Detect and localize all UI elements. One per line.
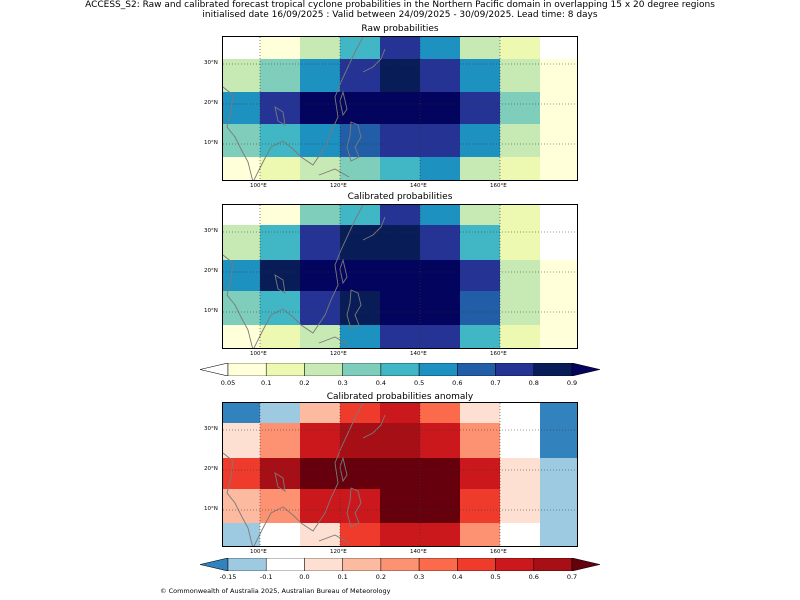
anomaly-colorbar-swatch <box>342 558 382 571</box>
calibrated-probabilities-map <box>222 204 578 349</box>
probability-colorbar-tick-label: 0.9 <box>566 379 578 387</box>
anomaly-colorbar-over-triangle <box>571 558 600 571</box>
raw-lon-label-140e: 140°E <box>410 183 427 189</box>
probability-colorbar-tick-label: 0.2 <box>299 379 310 387</box>
probability-colorbar-swatch <box>495 363 535 376</box>
raw-panel-title: Raw probabilities <box>361 24 439 34</box>
calibrated-lon-label-140e: 140°E <box>410 351 427 357</box>
probability-colorbar-swatch <box>533 363 573 376</box>
calibrated-grid-cells <box>223 205 577 348</box>
anomaly-gridlines <box>223 403 577 546</box>
anomaly-lat-label-30n: 30°N <box>204 426 218 432</box>
anomaly-colorbar-swatch <box>265 558 305 571</box>
probability-colorbar-swatch <box>227 363 267 376</box>
calibrated-panel-title: Calibrated probabilities <box>347 192 453 202</box>
anomaly-colorbar-swatch <box>418 558 458 571</box>
anomaly-colorbar-swatch <box>495 558 535 571</box>
raw-probabilities-map <box>222 36 578 181</box>
anomaly-colorbar-tick-label: 0.5 <box>490 573 501 581</box>
anomaly-lat-label-10n: 10°N <box>204 506 218 512</box>
calibrated-coastlines <box>223 205 386 348</box>
probability-colorbar-swatch <box>418 363 458 376</box>
probability-colorbar-tick-label: 0.6 <box>452 379 463 387</box>
anomaly-colorbar-swatch <box>304 558 343 571</box>
anomaly-colorbar-tick-label: 0.1 <box>337 573 348 581</box>
calibrated-lat-label-20n: 20°N <box>204 268 218 274</box>
raw-lat-label-20n: 20°N <box>204 100 218 106</box>
calibrated-lon-label-160e: 160°E <box>490 351 507 357</box>
probability-colorbar-tick-label: 0.4 <box>375 379 387 387</box>
anomaly-lon-label-120e: 120°E <box>330 549 347 555</box>
anomaly-colorbar-tick-label: -0.1 <box>259 573 273 581</box>
calibrated-gridlines <box>223 205 577 348</box>
probability-colorbar-tick-label: 0.7 <box>490 379 501 387</box>
anomaly-colorbar-under-triangle <box>200 558 229 571</box>
copyright-footer: © Commonwealth of Australia 2025, Austra… <box>160 587 391 595</box>
probability-colorbar-tick-label: 0.1 <box>261 379 272 387</box>
raw-lat-label-10n: 10°N <box>204 140 218 146</box>
calibrated-lon-label-100e: 100°E <box>250 351 267 357</box>
anomaly-colorbar-tick-label: 0.0 <box>299 573 310 581</box>
probability-colorbar-tick-label: 0.8 <box>528 379 539 387</box>
probability-colorbar-tick-label: 0.3 <box>337 379 348 387</box>
anomaly-lon-label-140e: 140°E <box>410 549 427 555</box>
probability-colorbar-swatch <box>380 363 420 376</box>
anomaly-lon-label-100e: 100°E <box>250 549 267 555</box>
anomaly-colorbar-swatch <box>227 558 267 571</box>
figure-title-line-2: initialised date 16/09/2025 : Valid betw… <box>202 10 598 20</box>
anomaly-colorbar <box>200 558 600 571</box>
probability-colorbar-over-triangle <box>571 363 600 376</box>
raw-coastlines <box>223 37 386 180</box>
probability-colorbar <box>200 363 600 376</box>
anomaly-colorbar-tick-label: 0.4 <box>452 573 463 581</box>
anomaly-panel-title: Calibrated probabilities anomaly <box>326 392 474 402</box>
probability-colorbar-tick-label: 0.05 <box>220 379 236 387</box>
probability-colorbar-swatch <box>457 363 496 376</box>
calibrated-lat-label-30n: 30°N <box>204 228 218 234</box>
anomaly-colorbar-tick-label: 0.3 <box>413 573 425 581</box>
calibrated-lat-label-10n: 10°N <box>204 308 218 314</box>
probability-colorbar-under-triangle <box>200 363 229 376</box>
anomaly-colorbar-swatch <box>380 558 420 571</box>
anomaly-colorbar-swatch <box>533 558 573 571</box>
raw-grid-cells <box>223 37 577 180</box>
anomaly-map <box>222 402 578 547</box>
probability-colorbar-swatch <box>304 363 343 376</box>
raw-lon-label-100e: 100°E <box>250 183 267 189</box>
anomaly-coastlines <box>223 403 386 546</box>
figure-title-line-1: ACCESS_S2: Raw and calibrated forecast t… <box>85 0 715 10</box>
anomaly-colorbar-tick-label: 0.6 <box>528 573 539 581</box>
probability-colorbar-tick-label: 0.5 <box>413 379 425 387</box>
probability-colorbar-swatch <box>265 363 305 376</box>
calibrated-lon-label-120e: 120°E <box>330 351 347 357</box>
raw-lon-label-160e: 160°E <box>490 183 507 189</box>
anomaly-lon-label-160e: 160°E <box>490 549 507 555</box>
anomaly-lat-label-20n: 20°N <box>204 466 218 472</box>
anomaly-colorbar-swatch <box>457 558 496 571</box>
anomaly-colorbar-tick-label: 0.2 <box>375 573 387 581</box>
anomaly-colorbar-tick-label: -0.15 <box>219 573 237 581</box>
probability-colorbar-swatch <box>342 363 382 376</box>
anomaly-colorbar-tick-label: 0.7 <box>566 573 578 581</box>
raw-lon-label-120e: 120°E <box>330 183 347 189</box>
raw-lat-label-30n: 30°N <box>204 60 218 66</box>
anomaly-grid-cells <box>223 403 577 546</box>
raw-gridlines <box>223 37 577 180</box>
